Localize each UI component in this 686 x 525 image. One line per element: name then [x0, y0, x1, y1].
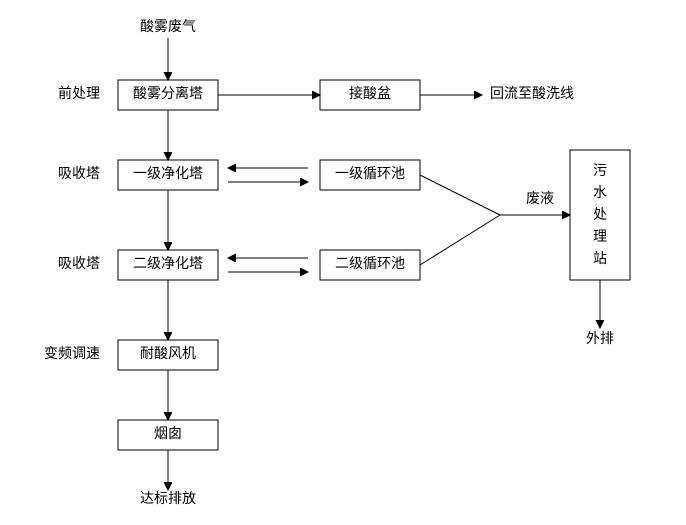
- line-circ1-merge: [420, 175, 500, 215]
- box-purifier1-label: 一级净化塔: [133, 166, 203, 182]
- ww-char-3: 理: [593, 230, 607, 245]
- box-acid-pan-label: 接酸盆: [349, 85, 391, 102]
- label-absorb-tower-2: 吸收塔: [58, 256, 100, 272]
- box-purifier2-label: 二级净化塔: [133, 256, 203, 272]
- box-fan-label: 耐酸风机: [140, 346, 196, 362]
- label-pretreatment: 前处理: [58, 85, 100, 102]
- text-compliance-emit: 达标排放: [140, 491, 196, 507]
- text-discharge-out: 外排: [586, 331, 614, 347]
- box-circ2-label: 二级循环池: [335, 256, 405, 272]
- label-absorb-tower-1: 吸收塔: [58, 166, 100, 182]
- box-circ1-label: 一级循环池: [335, 166, 405, 182]
- flowchart: 前处理 吸收塔 吸收塔 变频调速 酸雾废气 酸雾分离塔 一级净化塔 二级净化塔 …: [0, 0, 686, 525]
- label-vfd: 变频调速: [44, 346, 100, 362]
- text-reflux: 回流至酸洗线: [490, 86, 574, 102]
- box-separator-label: 酸雾分离塔: [133, 85, 203, 102]
- line-circ2-merge: [420, 215, 500, 265]
- ww-char-4: 站: [593, 251, 607, 267]
- ww-char-1: 水: [593, 185, 607, 201]
- box-chimney-label: 烟囱: [154, 426, 182, 442]
- text-waste-gas: 酸雾废气: [140, 19, 196, 35]
- ww-char-0: 污: [593, 163, 607, 179]
- text-waste-liquid: 废液: [526, 191, 554, 207]
- ww-char-2: 处: [593, 207, 607, 223]
